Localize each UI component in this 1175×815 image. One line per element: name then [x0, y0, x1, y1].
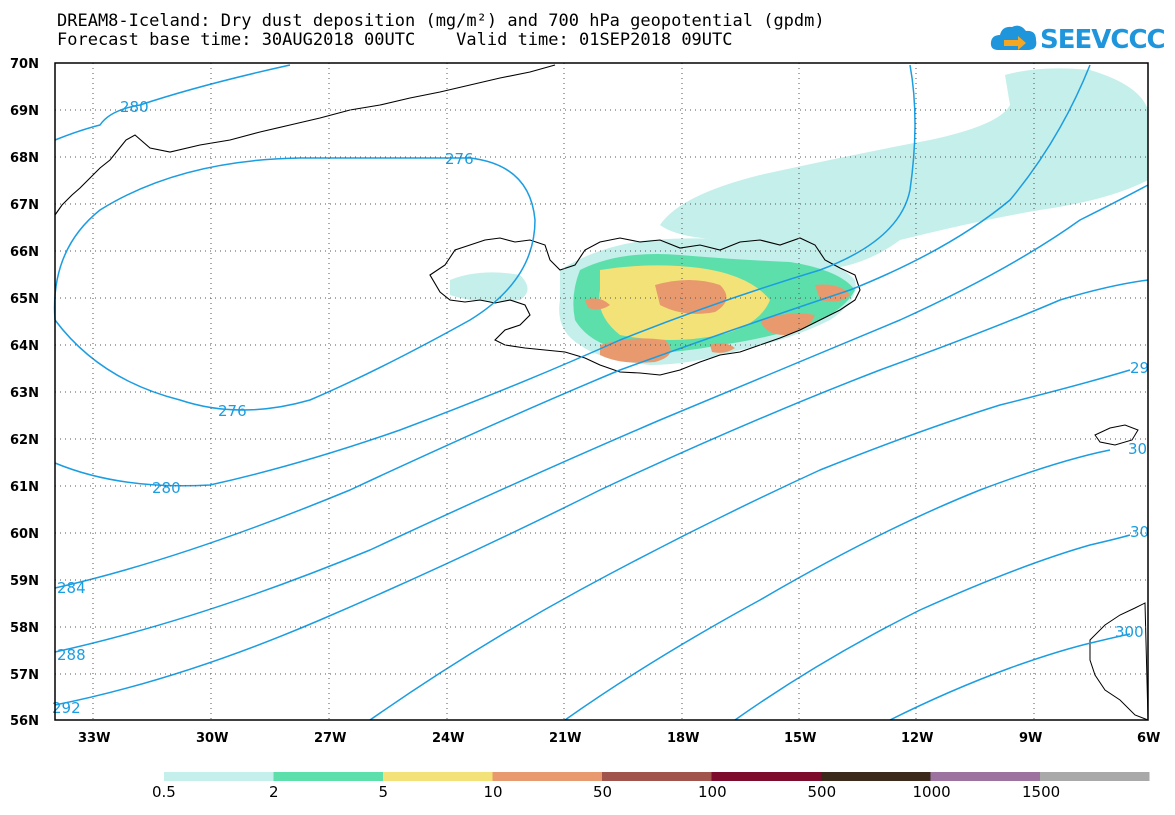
- contour-label: 300: [1115, 623, 1144, 641]
- lon-label: 21W: [549, 731, 581, 746]
- scotland-coastline: [1089, 602, 1149, 721]
- geopotential-contours: [53, 64, 1149, 721]
- legend-swatch: [821, 772, 931, 781]
- longitude-labels: 33W 30W 27W 24W 21W 18W 15W 12W 9W 6W: [78, 731, 1160, 746]
- legend-swatch: [492, 772, 602, 781]
- legend-swatch: [383, 772, 493, 781]
- legend-swatch: [602, 772, 712, 781]
- legend-label: 1500: [1022, 783, 1061, 801]
- lat-label: 67N: [10, 198, 39, 213]
- lat-label: 68N: [10, 151, 39, 166]
- lon-label: 9W: [1019, 731, 1042, 746]
- lat-label: 57N: [10, 668, 39, 683]
- contour-label: 288: [57, 646, 86, 664]
- legend-swatch: [273, 772, 383, 781]
- latitude-labels: 70N 69N 68N 67N 66N 65N 64N 63N 62N 61N …: [10, 57, 39, 729]
- map-gridlines: [55, 63, 1148, 720]
- legend-label: 100: [698, 783, 727, 801]
- lat-label: 64N: [10, 339, 39, 354]
- lon-label: 33W: [78, 731, 110, 746]
- legend-swatch: [711, 772, 821, 781]
- legend-label: 10: [483, 783, 503, 801]
- legend-label: 500: [807, 783, 837, 801]
- legend-swatch: [164, 772, 274, 781]
- lat-label: 69N: [10, 104, 39, 119]
- lon-label: 24W: [432, 731, 464, 746]
- contour-label: 276: [445, 150, 474, 168]
- lon-label: 15W: [784, 731, 816, 746]
- lat-label: 70N: [10, 57, 39, 72]
- legend-swatch: [1040, 772, 1150, 781]
- lon-label: 6W: [1137, 731, 1160, 746]
- legend-label: 2: [269, 783, 279, 801]
- lat-label: 60N: [10, 527, 39, 542]
- lat-label: 65N: [10, 292, 39, 307]
- cloud-arrow-icon: [990, 25, 1037, 50]
- lat-label: 63N: [10, 386, 39, 401]
- contour-label: 276: [218, 402, 247, 420]
- contour-label: 284: [57, 579, 86, 597]
- lat-label: 59N: [10, 574, 39, 589]
- legend-label: 0.5: [152, 783, 176, 801]
- lat-label: 56N: [10, 714, 39, 729]
- contour-label: 292: [52, 699, 81, 717]
- map-title: DREAM8-Iceland: Dry dust deposition (mg/…: [57, 11, 825, 31]
- lon-label: 27W: [314, 731, 346, 746]
- iceland-coastline: [429, 237, 861, 376]
- dust-deposition-shading: [450, 68, 1148, 365]
- contour-label: 280: [152, 479, 181, 497]
- contour-label: 280: [120, 98, 149, 116]
- logo-text: SEEVCCC: [1040, 25, 1166, 55]
- lon-label: 18W: [667, 731, 699, 746]
- contour-label: 30: [1130, 523, 1149, 541]
- legend-label: 50: [593, 783, 613, 801]
- map-subtitle: Forecast base time: 30AUG2018 00UTC Vali…: [57, 30, 733, 50]
- lon-label: 12W: [901, 731, 933, 746]
- contour-label: 29: [1130, 359, 1149, 377]
- greenland-coastline: [54, 64, 556, 216]
- legend-label: 5: [378, 783, 389, 801]
- lat-label: 66N: [10, 245, 39, 260]
- legend-colorbar: [164, 772, 1150, 781]
- lat-label: 58N: [10, 621, 39, 636]
- legend-label: 1000: [912, 783, 951, 801]
- lon-label: 30W: [196, 731, 228, 746]
- lat-label: 61N: [10, 480, 39, 495]
- contour-label: 30: [1128, 440, 1147, 458]
- legend-swatch: [930, 772, 1040, 781]
- map-frame: [54, 62, 1149, 721]
- lat-label: 62N: [10, 433, 39, 448]
- faroe-coastline: [1094, 424, 1139, 446]
